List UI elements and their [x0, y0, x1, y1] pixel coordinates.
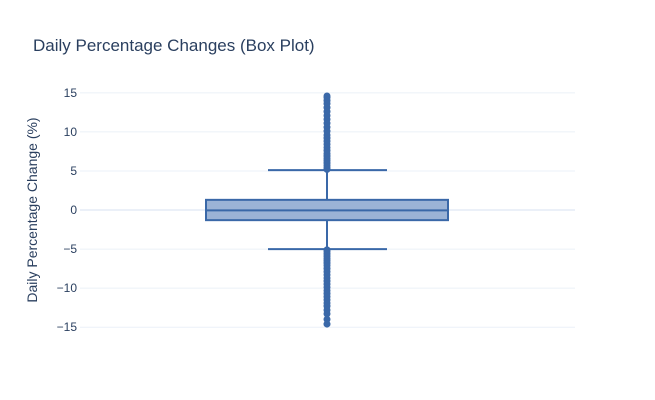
y-tick-label: −10 [57, 281, 78, 295]
outlier-point [323, 92, 331, 100]
outlier-point [323, 320, 331, 328]
y-tick-label: −5 [63, 242, 77, 256]
box-plot [205, 92, 449, 328]
y-tick-label: 15 [64, 86, 78, 100]
y-axis-title: Daily Percentage Change (%) [24, 117, 40, 302]
y-tick-label: 0 [70, 203, 77, 217]
y-tick-label: −15 [57, 320, 78, 334]
chart-title: Daily Percentage Changes (Box Plot) [33, 36, 315, 55]
y-tick-label: 5 [70, 164, 77, 178]
y-tick-label: 10 [64, 125, 78, 139]
y-axis-ticks: −15 −10 −5 0 5 10 15 [57, 86, 78, 334]
outlier-point [323, 310, 331, 318]
